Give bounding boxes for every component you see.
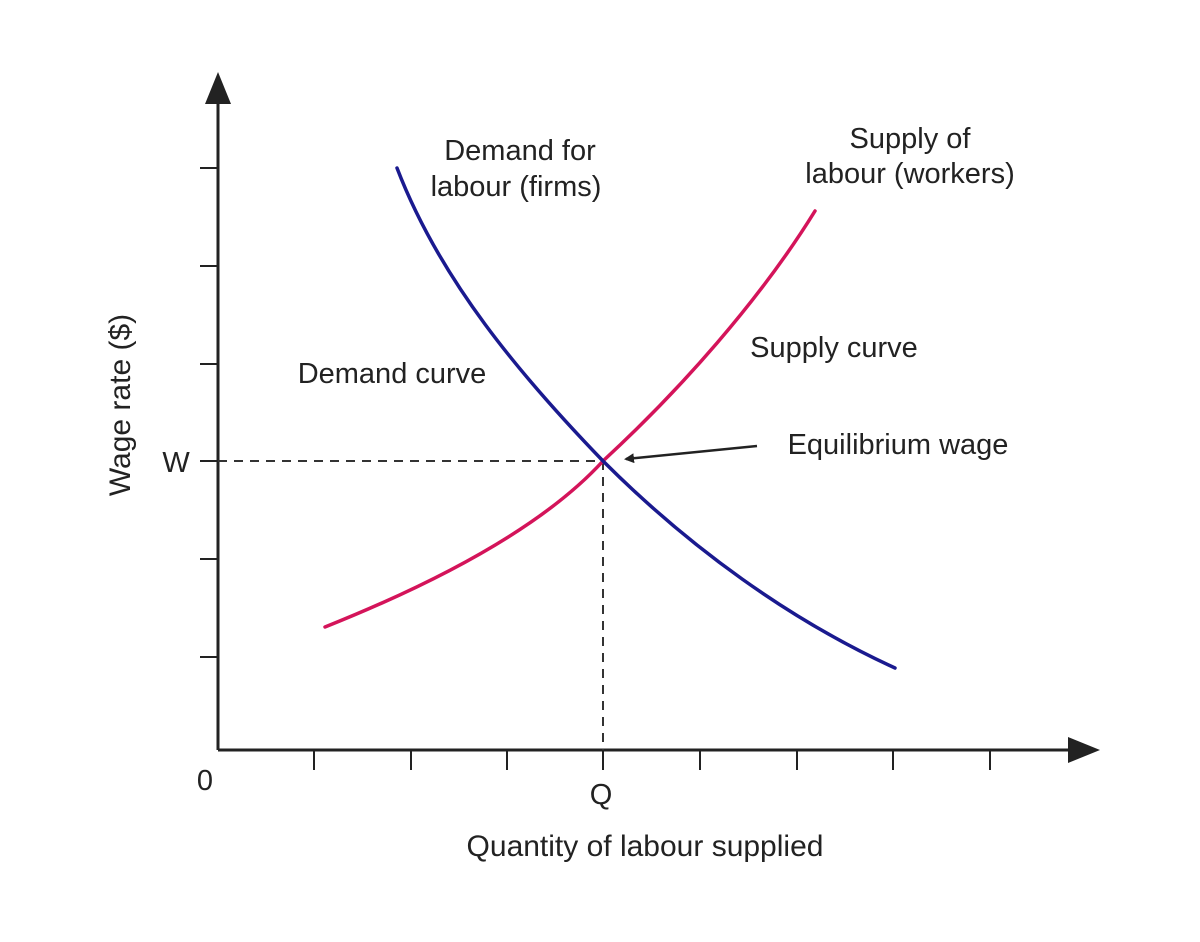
y-axis-ticks bbox=[200, 167, 218, 658]
equilibrium-guides bbox=[218, 460, 604, 750]
supply-curve bbox=[323, 209, 817, 629]
y-axis-label: Wage rate ($) bbox=[104, 314, 137, 496]
equilibrium-wage-label: Equilibrium wage bbox=[788, 429, 1009, 461]
equilibrium-arrow bbox=[624, 444, 758, 464]
x-axis-arrow-icon bbox=[1068, 737, 1100, 763]
demand-title-line2: labour (firms) bbox=[431, 171, 602, 203]
demand-curve bbox=[395, 166, 897, 670]
demand-curve-label: Demand curve bbox=[298, 358, 487, 390]
demand-title-line1: Demand for bbox=[444, 135, 596, 167]
origin-label: 0 bbox=[197, 765, 213, 797]
x-axis-label: Quantity of labour supplied bbox=[467, 830, 824, 863]
supply-curve-label: Supply curve bbox=[750, 332, 918, 364]
quantity-q-label: Q bbox=[590, 779, 613, 811]
y-axis-arrow-icon bbox=[205, 72, 231, 104]
x-axis-ticks bbox=[313, 750, 991, 770]
supply-title-line2: labour (workers) bbox=[805, 158, 1015, 190]
supply-title-line1: Supply of bbox=[850, 123, 972, 155]
wage-w-label: W bbox=[162, 447, 190, 479]
axes bbox=[216, 95, 1085, 752]
